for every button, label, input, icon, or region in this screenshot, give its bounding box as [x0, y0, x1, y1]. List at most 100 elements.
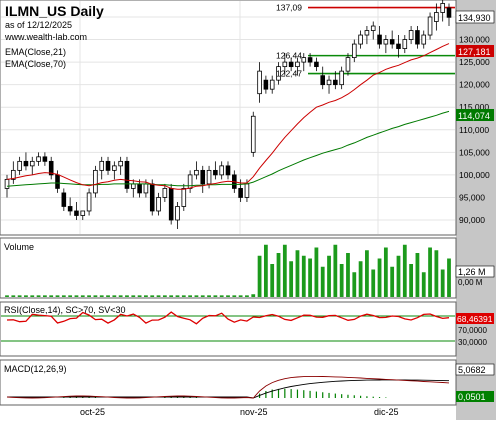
- volume-last-value: 1,26 M: [458, 267, 486, 277]
- candle-body: [30, 161, 34, 166]
- price-tick-label: 125,000: [459, 57, 490, 67]
- candle: [94, 166, 98, 198]
- macd-hist-bar: [373, 397, 374, 398]
- candle-body: [327, 80, 331, 85]
- volume-bar: [87, 295, 91, 297]
- price-tick-label: 100,000: [459, 170, 490, 180]
- legend-ema70: EMA(Close,70): [5, 59, 66, 69]
- macd-hist-bar: [322, 392, 323, 398]
- volume-bar: [182, 295, 186, 297]
- candle-body: [245, 184, 249, 198]
- volume-bar: [283, 245, 287, 297]
- price-panel[interactable]: 135,000130,000125,000120,000115,000110,0…: [0, 0, 494, 235]
- volume-bar: [24, 295, 28, 297]
- candle-body: [94, 170, 98, 193]
- volume-bar: [277, 253, 281, 297]
- candle: [251, 112, 255, 157]
- candle-body: [359, 35, 363, 44]
- volume-bar: [94, 295, 98, 297]
- candle-body: [409, 31, 413, 40]
- rsi-label: RSI(Close,14), SC>70, SV<30: [4, 305, 126, 315]
- macd-hist-bar: [278, 389, 279, 398]
- candle-body: [176, 206, 180, 220]
- volume-bar: [352, 272, 356, 297]
- volume-bar: [138, 295, 142, 297]
- price-tick-label: 110,000: [459, 125, 489, 135]
- candle-body: [340, 71, 344, 85]
- rsi-tick-30: 30,0000: [458, 338, 487, 347]
- candle-body: [447, 8, 451, 17]
- candle-body: [302, 58, 306, 63]
- volume-bar: [112, 295, 116, 297]
- volume-bar: [188, 295, 192, 297]
- legend-ema21: EMA(Close,21): [5, 47, 66, 57]
- price-tick-label: 105,000: [459, 147, 490, 157]
- volume-bar: [220, 295, 224, 297]
- volume-bar: [207, 295, 211, 297]
- macd-last-value: 5,0682: [458, 365, 486, 375]
- volume-bar: [239, 295, 243, 297]
- volume-bar: [416, 253, 420, 297]
- volume-bar: [302, 256, 306, 297]
- candle-body: [384, 40, 388, 45]
- candle-body: [18, 161, 22, 170]
- last-price-value: 134,930: [458, 13, 491, 23]
- volume-panel[interactable]: Volume 1,26 M 0,00 M: [0, 238, 494, 298]
- volume-bar: [359, 261, 363, 297]
- candle-body: [416, 31, 420, 45]
- candle-body: [100, 161, 104, 170]
- volume-bar: [378, 259, 382, 298]
- macd-hist-bar: [328, 393, 329, 398]
- candle-body: [43, 157, 47, 162]
- volume-bar: [245, 295, 249, 297]
- candle-body: [434, 12, 438, 21]
- price-tick-label: 90,000: [459, 215, 485, 225]
- volume-bar: [390, 267, 394, 297]
- macd-hist-bar: [309, 391, 310, 398]
- candle: [169, 184, 173, 225]
- candle-body: [397, 44, 401, 49]
- price-level-label: 126,44: [276, 51, 302, 61]
- macd-hist-bar: [95, 397, 96, 398]
- volume-bar: [409, 264, 413, 297]
- candle-body: [207, 170, 211, 184]
- candle-body: [131, 184, 135, 189]
- ema21-value: 127,181: [458, 47, 491, 57]
- macd-hist-bar: [284, 389, 285, 398]
- candle-body: [163, 188, 167, 197]
- volume-bar: [340, 264, 344, 297]
- macd-panel[interactable]: MACD(12,26,9) 5,0682 0,0501: [0, 360, 494, 405]
- candle-body: [239, 188, 243, 197]
- macd-hist-bar: [379, 397, 380, 398]
- candle-body: [352, 44, 356, 58]
- volume-bar: [333, 245, 337, 297]
- candle-body: [144, 184, 148, 193]
- volume-bar: [315, 248, 319, 298]
- volume-bar: [11, 295, 15, 297]
- candle-body: [333, 80, 337, 85]
- volume-bar: [422, 272, 426, 297]
- candle-body: [289, 62, 293, 67]
- candle-body: [390, 40, 394, 45]
- candle-body: [378, 35, 382, 44]
- candle-body: [258, 71, 262, 94]
- candle-body: [270, 80, 274, 89]
- volume-bar: [327, 256, 331, 297]
- volume-bar: [213, 295, 217, 297]
- volume-bar: [49, 295, 53, 297]
- volume-bar: [5, 295, 9, 297]
- volume-bar: [43, 295, 47, 297]
- candle-body: [213, 170, 217, 175]
- candle-body: [308, 58, 312, 63]
- candle-body: [24, 161, 28, 166]
- volume-bar: [150, 295, 154, 297]
- rsi-panel[interactable]: RSI(Close,14), SC>70, SV<30 68,46391 70,…: [0, 302, 494, 356]
- volume-bar: [56, 295, 60, 297]
- volume-bar: [289, 261, 293, 297]
- candle-body: [428, 17, 432, 35]
- macd-hist-bar: [303, 390, 304, 398]
- macd-hist-bar: [341, 394, 342, 398]
- candle-body: [75, 211, 79, 216]
- candle-body: [283, 62, 287, 67]
